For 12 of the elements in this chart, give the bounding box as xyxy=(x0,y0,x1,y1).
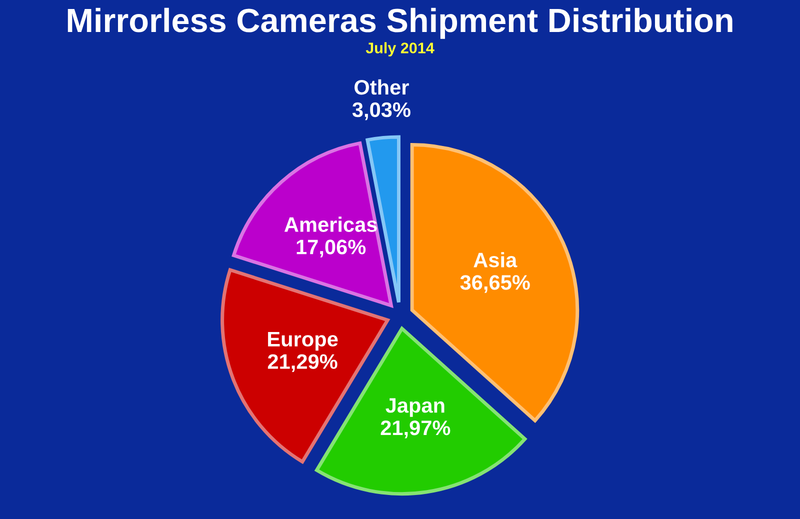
data-label: 21,97% xyxy=(380,420,450,438)
slice-label: Europe xyxy=(268,332,338,351)
data-label: 3,03% xyxy=(352,102,410,120)
data-label: 36,65% xyxy=(460,275,530,293)
chart-subtitle: July 2014 xyxy=(366,42,434,56)
data-label: 21,29% xyxy=(268,354,338,372)
slice-label: Americas xyxy=(284,216,377,232)
data-label: 17,06% xyxy=(296,240,366,258)
slice-label: Other xyxy=(354,79,409,95)
slice-label: Asia xyxy=(474,252,518,268)
slice-label: Japan xyxy=(386,398,444,417)
chart-title: Mirrorless Cameras Shipment Distribution xyxy=(68,8,732,39)
